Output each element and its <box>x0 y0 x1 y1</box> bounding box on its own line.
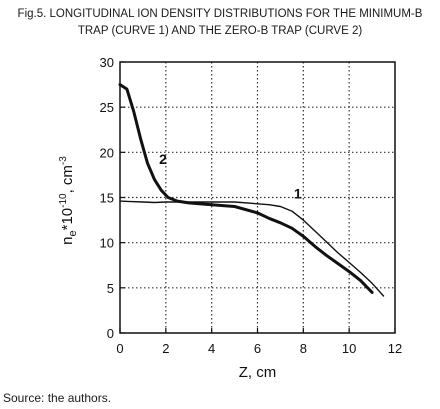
y-tick-label: 0 <box>107 326 114 341</box>
figure-caption: Fig.5. LONGITUDINAL ION DENSITY DISTRIBU… <box>0 6 440 40</box>
y-title-main: n <box>59 237 76 245</box>
x-tick-label: 2 <box>162 341 169 356</box>
y-tick-label: 15 <box>100 191 114 206</box>
grid-lines <box>120 62 395 333</box>
x-axis-title: Z, cm <box>239 364 277 381</box>
x-tick-label: 12 <box>388 341 402 356</box>
series-1-line <box>119 200 385 297</box>
y-title-rest: *10 <box>59 208 76 231</box>
y-tick-label: 10 <box>100 236 114 251</box>
y-tick-label: 5 <box>107 281 114 296</box>
y-tick-label: 25 <box>100 100 114 115</box>
series-2-line <box>118 83 374 294</box>
y-tick-label: 20 <box>100 145 114 160</box>
y-tick-label: 30 <box>100 55 114 70</box>
x-tick-label: 8 <box>300 341 307 356</box>
y-title-exp: -10 <box>58 193 69 208</box>
x-tick-label: 4 <box>208 341 215 356</box>
series-layer: 12 <box>118 83 385 297</box>
caption-line-2: TRAP (CURVE 1) AND THE ZERO-B TRAP (CURV… <box>77 25 363 37</box>
y-title-unit: , cm <box>59 165 76 193</box>
series-2-label: 2 <box>159 151 167 167</box>
source-note: Source: the authors. <box>3 391 112 405</box>
y-title-unit-exp: -3 <box>58 156 69 165</box>
y-axis-title: ne*10-10, cm-3 <box>58 156 79 245</box>
series-1-label: 1 <box>294 186 302 202</box>
x-tick-label: 0 <box>116 341 123 356</box>
caption-line-1: Fig.5. LONGITUDINAL ION DENSITY DISTRIBU… <box>17 8 423 20</box>
x-tick-label: 6 <box>254 341 261 356</box>
y-title-sub: e <box>67 230 79 236</box>
x-tick-label: 10 <box>342 341 356 356</box>
